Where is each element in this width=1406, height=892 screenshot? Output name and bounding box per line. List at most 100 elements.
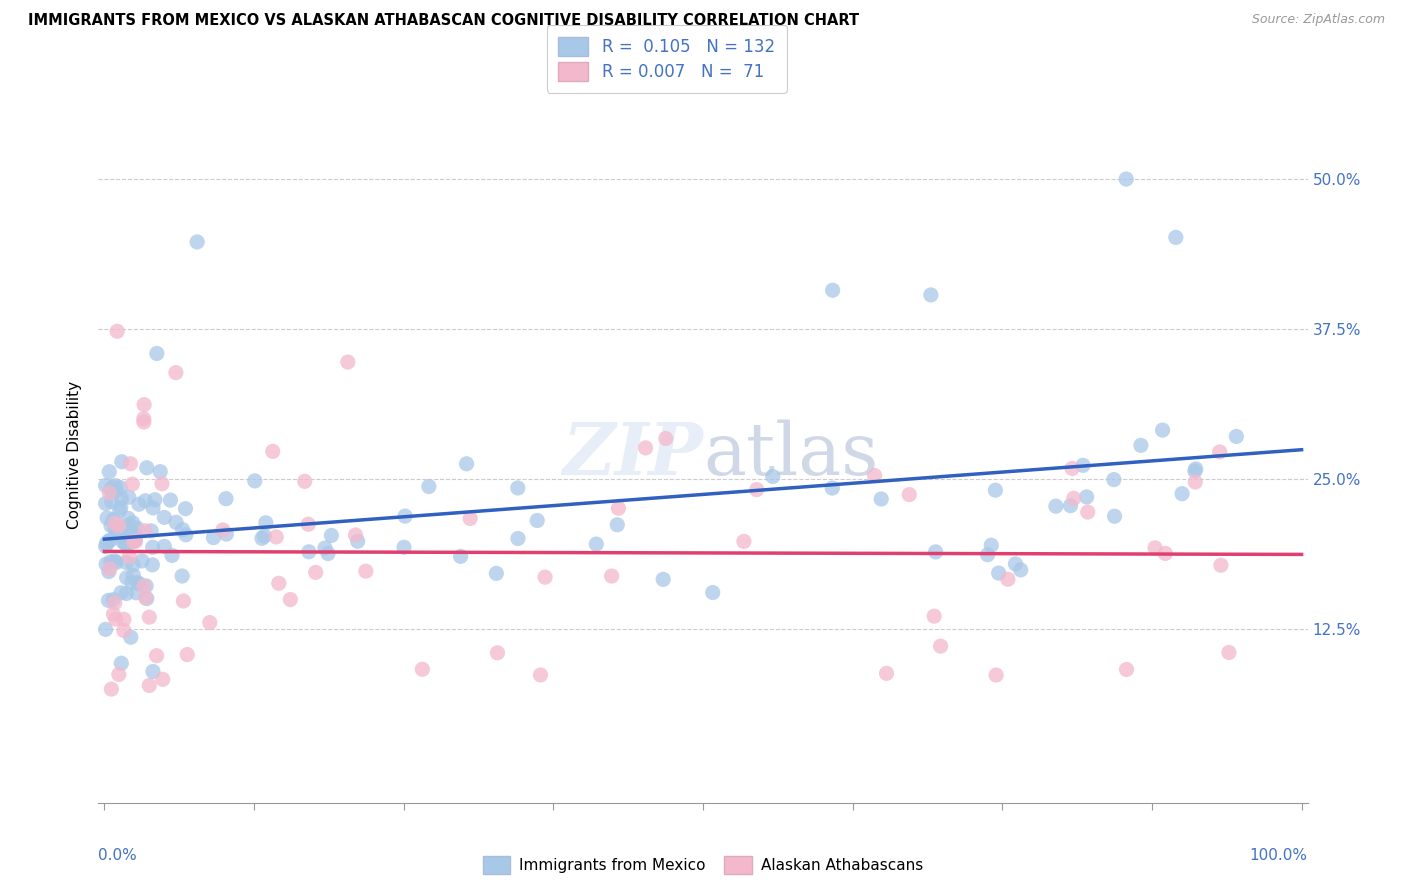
Point <box>278 592 301 607</box>
Text: 100.0%: 100.0% <box>1250 848 1308 863</box>
Text: 0.0%: 0.0% <box>98 848 138 863</box>
Point <box>1184 464 1206 478</box>
Point <box>97 565 120 579</box>
Point <box>174 528 197 542</box>
Point <box>135 579 157 593</box>
Point <box>100 555 122 569</box>
Point <box>980 538 1002 552</box>
Point <box>103 512 125 526</box>
Point <box>108 667 131 681</box>
Point <box>1208 445 1230 459</box>
Point <box>215 527 238 541</box>
Point <box>254 516 277 530</box>
Point <box>585 537 607 551</box>
Point <box>976 548 998 562</box>
Point <box>394 509 416 524</box>
Point <box>172 523 194 537</box>
Point <box>1063 491 1085 506</box>
Point <box>120 457 142 471</box>
Point <box>1115 172 1137 186</box>
Point <box>122 568 145 582</box>
Point <box>411 662 433 676</box>
Point <box>1184 475 1206 489</box>
Point <box>297 517 319 532</box>
Point <box>733 534 755 549</box>
Point <box>165 366 187 380</box>
Point <box>135 591 157 605</box>
Point <box>1010 563 1032 577</box>
Point <box>160 549 183 563</box>
Point <box>153 540 176 554</box>
Point <box>344 528 367 542</box>
Point <box>920 288 942 302</box>
Point <box>121 516 143 530</box>
Point <box>122 534 145 549</box>
Point <box>128 577 150 591</box>
Point <box>174 501 197 516</box>
Point <box>110 481 132 495</box>
Point <box>141 558 163 572</box>
Point <box>112 612 135 626</box>
Point <box>118 525 141 540</box>
Point <box>114 536 136 550</box>
Point <box>103 592 125 607</box>
Point <box>124 534 146 549</box>
Point <box>94 540 117 554</box>
Point <box>1062 461 1084 475</box>
Point <box>128 497 150 511</box>
Point <box>146 346 169 360</box>
Point <box>138 610 160 624</box>
Point <box>117 529 139 543</box>
Point <box>100 483 122 497</box>
Point <box>821 481 844 495</box>
Point <box>606 517 628 532</box>
Point <box>94 623 117 637</box>
Point <box>135 460 157 475</box>
Point <box>94 496 117 510</box>
Point <box>110 500 132 515</box>
Point <box>108 503 131 517</box>
Point <box>922 609 945 624</box>
Point <box>1184 462 1206 476</box>
Point <box>107 519 129 533</box>
Point <box>143 492 166 507</box>
Point <box>172 594 194 608</box>
Point <box>105 556 128 570</box>
Point <box>984 668 1007 682</box>
Point <box>485 566 508 581</box>
Point <box>506 532 529 546</box>
Point <box>486 646 509 660</box>
Point <box>634 441 657 455</box>
Point <box>294 475 316 489</box>
Point <box>652 572 675 586</box>
Point <box>215 491 238 506</box>
Point <box>112 624 135 638</box>
Point <box>876 666 898 681</box>
Point <box>96 511 118 525</box>
Point <box>458 511 481 525</box>
Point <box>870 491 893 506</box>
Text: ZIP: ZIP <box>562 419 703 491</box>
Point <box>111 534 134 549</box>
Point <box>98 533 121 547</box>
Point <box>153 510 176 524</box>
Point <box>96 536 118 550</box>
Point <box>100 484 122 499</box>
Point <box>135 591 157 606</box>
Point <box>97 593 120 607</box>
Point <box>1129 438 1152 452</box>
Point <box>121 575 143 590</box>
Point <box>456 457 478 471</box>
Point <box>98 562 121 576</box>
Point <box>529 668 551 682</box>
Point <box>924 545 946 559</box>
Point <box>1104 509 1126 524</box>
Point <box>1045 499 1067 513</box>
Point <box>110 491 132 506</box>
Point <box>321 528 343 542</box>
Point <box>1071 458 1094 473</box>
Point <box>98 465 121 479</box>
Point <box>118 490 141 504</box>
Point <box>997 572 1019 586</box>
Point <box>132 415 155 429</box>
